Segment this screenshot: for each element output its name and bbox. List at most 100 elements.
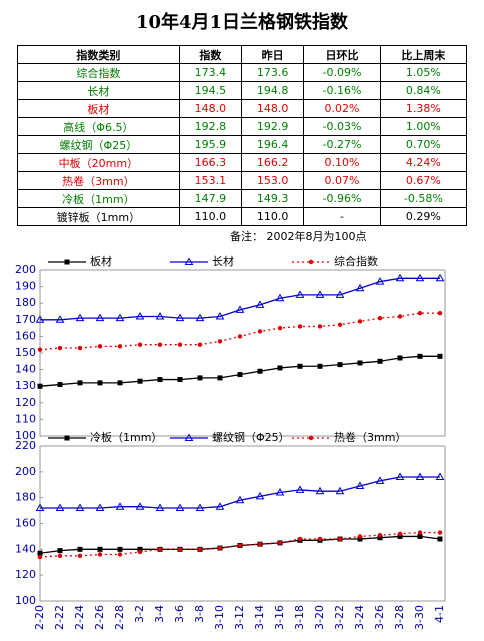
y-tick-label: 110: [15, 412, 36, 425]
marker: [297, 363, 303, 369]
x-tick-label: 2-24: [73, 605, 86, 630]
cell: 166.2: [241, 153, 305, 172]
x-tick-label: 3-28: [393, 605, 406, 630]
marker: [295, 290, 305, 298]
marker: [397, 355, 403, 361]
x-tick-label: 3-18: [293, 605, 306, 630]
marker: [257, 368, 263, 374]
marker: [397, 531, 403, 537]
marker: [215, 502, 225, 510]
marker: [295, 485, 305, 493]
cell: 153.0: [241, 171, 305, 190]
marker: [157, 547, 163, 552]
marker: [97, 380, 103, 386]
marker: [64, 435, 70, 441]
marker: [377, 315, 383, 321]
row: 镀锌板（1mm） 110.0 110.0-0.29%: [17, 207, 468, 226]
marker: [37, 383, 43, 389]
x-tick-label: 3-20: [313, 605, 326, 630]
cell: 147.9: [178, 189, 243, 208]
y-tick-label: 180: [15, 296, 36, 309]
marker: [375, 476, 385, 484]
y-tick-label: 220: [15, 439, 36, 452]
header-cell: 日环比: [303, 45, 381, 64]
title: 10年4月1日兰格钢铁指数: [135, 12, 349, 33]
cell: 高线（Φ6.5）: [17, 117, 180, 136]
marker: [95, 503, 105, 511]
marker: [117, 380, 123, 386]
marker: [315, 486, 325, 495]
marker: [237, 372, 243, 378]
x-tick-label: 3-8: [193, 605, 206, 623]
cell: 110.0: [178, 207, 243, 226]
marker: [137, 549, 143, 555]
marker: [437, 536, 443, 542]
marker: [415, 273, 425, 282]
marker: [35, 315, 45, 323]
marker: [237, 334, 243, 339]
marker: [57, 345, 63, 351]
marker: [277, 325, 283, 331]
marker: [437, 530, 443, 535]
cell: -: [303, 207, 381, 226]
marker: [57, 553, 63, 558]
marker: [255, 300, 265, 308]
cell: -0.03%: [303, 117, 381, 136]
y-tick-label: 140: [15, 542, 36, 555]
marker: [55, 315, 65, 323]
marker: [395, 273, 405, 282]
cell: 195.9: [178, 135, 243, 154]
marker: [57, 382, 63, 388]
marker: [355, 481, 365, 490]
y-tick-label: 150: [15, 346, 36, 359]
y-tick-label: 100: [15, 594, 36, 607]
row: 板材 148.0 148.0 0.02% 1.38%: [17, 99, 468, 118]
cell: 0.02%: [303, 99, 381, 118]
cell: 149.3: [241, 189, 305, 208]
marker: [117, 546, 123, 552]
marker: [417, 533, 423, 539]
index-table: 指数类别 指数 昨日 日环比 比上周末 综合指数 173.4 173.6 -0.09% 1.05%…: [17, 45, 468, 226]
marker: [184, 433, 194, 441]
cell: -0.09%: [303, 63, 381, 82]
marker: [297, 536, 303, 542]
cell: 0.84%: [379, 81, 468, 100]
marker: [377, 358, 383, 364]
row: 中板（20mm） 166.3 166.2 0.10% 4.24%: [17, 153, 468, 172]
x-tick-label: 3-30: [413, 605, 426, 630]
marker: [275, 293, 285, 302]
cell: 173.4: [178, 63, 243, 82]
marker: [197, 342, 203, 347]
marker: [137, 546, 143, 552]
x-tick-label: 3-24: [353, 605, 366, 630]
row: 热卷（3mm） 153.1 153.0 0.07% 0.67%: [17, 171, 468, 190]
marker: [337, 536, 343, 542]
plot-frame: [39, 445, 446, 602]
legend-label: 板材: [90, 254, 112, 268]
marker: [197, 375, 203, 381]
marker: [317, 363, 323, 369]
marker: [315, 290, 325, 298]
marker: [157, 377, 163, 383]
x-tick-label: 3-2: [133, 605, 146, 623]
marker: [155, 503, 165, 511]
marker: [117, 344, 123, 349]
marker: [75, 313, 85, 322]
marker: [417, 530, 423, 535]
marker: [175, 503, 185, 511]
x-tick-label: 3-4: [153, 605, 166, 623]
y-tick-label: 120: [15, 568, 36, 581]
x-tick-label: 4-1: [433, 605, 446, 623]
header-cell: 昨日: [241, 45, 305, 64]
x-tick-label: 3-12: [233, 605, 246, 630]
x-tick-label: 3-22: [333, 605, 346, 630]
marker: [437, 353, 443, 359]
marker: [395, 472, 405, 480]
marker: [55, 503, 65, 511]
marker: [177, 377, 183, 383]
marker: [115, 502, 125, 510]
header-row: 指数类别 指数 昨日 日环比 比上周末: [17, 45, 468, 64]
marker: [95, 313, 105, 322]
y-tick-label: 140: [15, 363, 36, 376]
